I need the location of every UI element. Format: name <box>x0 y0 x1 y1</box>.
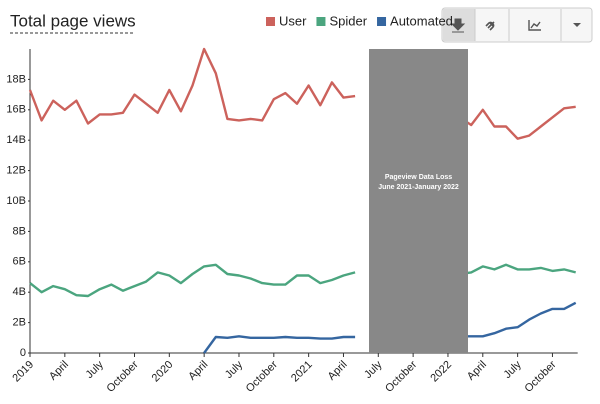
toolbar <box>441 7 593 43</box>
x-tick-label: July <box>84 358 107 381</box>
y-tick-label: 4B <box>13 286 26 298</box>
y-tick-label: 16B <box>6 104 26 116</box>
x-tick-label: October <box>522 358 558 394</box>
legend-swatch <box>316 17 326 26</box>
legend-label: Automated <box>390 13 453 28</box>
series-line <box>29 263 577 298</box>
x-tick-label: 2022 <box>428 359 454 385</box>
link-icon <box>485 21 495 31</box>
x-tick-label: April <box>465 359 489 383</box>
legend-label: Spider <box>329 13 367 28</box>
annotation-subtitle: June 2021-January 2022 <box>378 184 459 191</box>
chart-title: Total page views <box>10 11 136 30</box>
x-tick-label: July <box>501 358 524 381</box>
chart-icon <box>528 20 541 31</box>
y-tick-label: 14B <box>6 134 26 146</box>
x-tick-label: April <box>47 359 71 383</box>
x-tick-label: October <box>244 358 280 394</box>
x-tick-label: October <box>105 358 141 394</box>
x-tick-label: October <box>383 358 419 394</box>
x-tick-label: July <box>223 358 246 381</box>
x-tick-label: April <box>186 359 210 383</box>
caret-icon <box>573 23 581 27</box>
annotation-title: Pageview Data Loss <box>385 174 452 181</box>
series-line <box>28 47 576 140</box>
x-tick-label: 2019 <box>10 359 36 385</box>
x-tick-label: 2021 <box>289 359 315 385</box>
download-icon <box>450 18 466 33</box>
series-line <box>203 301 577 354</box>
legend-label: User <box>279 13 307 28</box>
x-tick-label: July <box>362 358 385 381</box>
data-loss-box <box>369 49 468 353</box>
legend-swatch <box>377 17 387 26</box>
y-tick-label: 8B <box>13 225 26 237</box>
y-tick-label: 10B <box>6 195 26 207</box>
legend-swatch <box>266 17 275 26</box>
y-tick-label: 12B <box>6 165 26 177</box>
y-tick-label: 18B <box>6 73 26 85</box>
y-tick-label: 2B <box>13 317 26 329</box>
y-tick-label: 6B <box>13 256 26 268</box>
x-tick-label: April <box>326 359 350 383</box>
x-tick-label: 2020 <box>150 359 176 385</box>
y-tick-label: 0 <box>20 347 26 359</box>
